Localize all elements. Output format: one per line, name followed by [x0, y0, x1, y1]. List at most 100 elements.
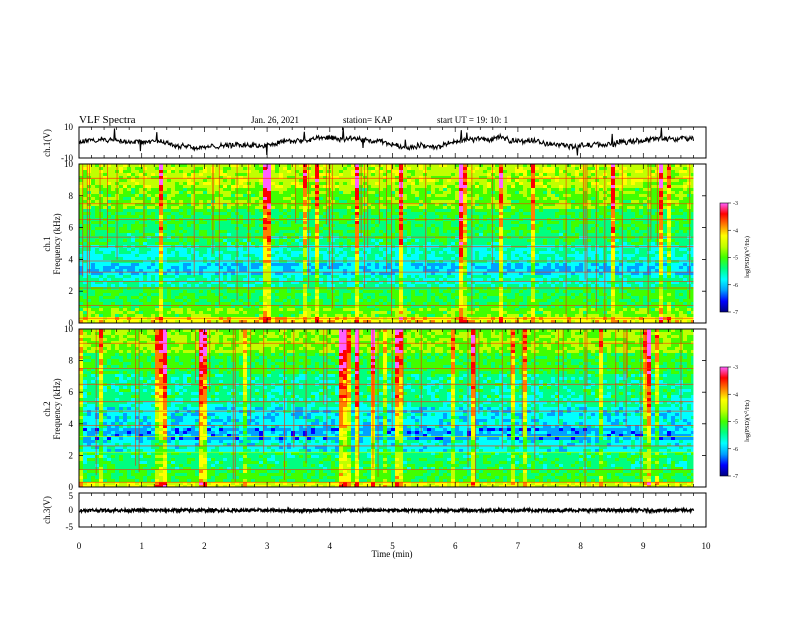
spectrogram-cell	[439, 185, 443, 188]
spectrogram-cell	[623, 170, 627, 173]
spectrogram-cell	[559, 164, 563, 167]
spectrogram-cell	[671, 221, 675, 224]
spectrogram-cell	[467, 254, 471, 257]
spectrogram-cell	[123, 209, 127, 212]
spectrogram-cell	[147, 254, 151, 257]
spectrogram-cell	[347, 254, 351, 257]
spectrogram-cell	[679, 197, 683, 200]
spectrogram-cell	[495, 179, 499, 182]
spectrogram-cell	[167, 248, 171, 251]
spectrogram-cell	[659, 239, 663, 242]
spectrogram-cell	[563, 206, 567, 209]
spectrogram-cell	[163, 191, 167, 194]
spectrogram-cell	[547, 173, 551, 176]
spectrogram-cell	[463, 248, 467, 251]
spectrogram-cell	[451, 227, 455, 230]
spectrogram-cell	[323, 248, 327, 251]
spectrogram-cell	[659, 254, 663, 257]
spectrogram-cell	[435, 167, 439, 170]
spectrogram-cell	[659, 251, 663, 254]
spectrogram-cell	[667, 188, 671, 191]
spectrogram-cell	[431, 233, 435, 236]
spectrogram-cell	[295, 197, 299, 200]
spectrogram-cell	[287, 173, 291, 176]
spectrogram-cell	[379, 248, 383, 251]
spectrogram-cell	[283, 203, 287, 206]
spectrogram-cell	[459, 200, 463, 203]
spectrogram-cell	[455, 164, 459, 167]
spectrogram-cell	[179, 164, 183, 167]
spectrogram-cell	[103, 179, 107, 182]
spectrogram-cell	[415, 191, 419, 194]
spectrogram-cell	[259, 185, 263, 188]
spectrogram-cell	[631, 233, 635, 236]
spectrogram-cell	[539, 230, 543, 233]
spectrogram-cell	[187, 248, 191, 251]
spectrogram-cell	[119, 194, 123, 197]
spectrogram-cell	[135, 221, 139, 224]
spectrogram-cell	[331, 227, 335, 230]
spectrogram-cell	[171, 233, 175, 236]
spectrogram-cell	[211, 254, 215, 257]
spectrogram-cell	[127, 200, 131, 203]
spectrogram-cell	[499, 221, 503, 224]
spectrogram-cell	[251, 188, 255, 191]
spectrogram-cell	[551, 227, 555, 230]
spectrogram-cell	[447, 188, 451, 191]
spectrogram-cell	[347, 230, 351, 233]
spectrogram-cell	[371, 242, 375, 245]
spectrogram-cell	[111, 227, 115, 230]
spectrogram-cell	[503, 197, 507, 200]
spectrogram-cell	[351, 203, 355, 206]
spectrogram-cell	[447, 164, 451, 167]
spectrogram-cell	[291, 200, 295, 203]
spectrogram-cell	[507, 233, 511, 236]
spectrogram-cell	[419, 194, 423, 197]
spectrogram-cell	[407, 230, 411, 233]
spectrogram-cell	[635, 173, 639, 176]
spectrogram-cell	[351, 176, 355, 179]
spectrogram-cell	[251, 242, 255, 245]
spectrogram-cell	[507, 215, 511, 218]
spectrogram-cell	[275, 233, 279, 236]
spectrogram-cell	[147, 203, 151, 206]
spectrogram-cell	[159, 206, 163, 209]
spectrogram-cell	[131, 188, 135, 191]
spectrogram-cell	[155, 212, 159, 215]
spectrogram-cell	[595, 179, 599, 182]
spectrogram-cell	[323, 206, 327, 209]
spectrogram-cell	[599, 203, 603, 206]
spectrogram-cell	[99, 257, 103, 260]
spectrogram-cell	[131, 182, 135, 185]
spectrogram-cell	[579, 182, 583, 185]
spectrogram-cell	[531, 194, 535, 197]
spectrogram-cell	[519, 176, 523, 179]
spectrogram-cell	[555, 200, 559, 203]
spectrogram-cell	[171, 182, 175, 185]
spectrogram-cell	[139, 224, 143, 227]
spectrogram-cell	[631, 182, 635, 185]
spectrogram-cell	[411, 233, 415, 236]
spectrogram-cell	[355, 251, 359, 254]
spectrogram-cell	[671, 254, 675, 257]
spectrogram-cell	[119, 239, 123, 242]
spectrogram-cell	[123, 215, 127, 218]
spectrogram-cell	[615, 224, 619, 227]
spectrogram-cell	[251, 179, 255, 182]
spectrogram-cell	[215, 197, 219, 200]
spectrogram-cell	[107, 173, 111, 176]
spectrogram-cell	[651, 191, 655, 194]
spectrogram-cell	[635, 221, 639, 224]
spectrogram-cell	[499, 179, 503, 182]
spectrogram-cell	[387, 215, 391, 218]
spectrogram-cell	[147, 179, 151, 182]
spectrogram-cell	[163, 242, 167, 245]
spectrogram-cell	[343, 185, 347, 188]
spectrogram-cell	[291, 224, 295, 227]
spectrogram-cell	[543, 194, 547, 197]
spectrogram-cell	[671, 215, 675, 218]
spectrogram-cell	[371, 251, 375, 254]
spectrogram-cell	[403, 251, 407, 254]
spectrogram-cell	[223, 173, 227, 176]
spectrogram-cell	[511, 191, 515, 194]
